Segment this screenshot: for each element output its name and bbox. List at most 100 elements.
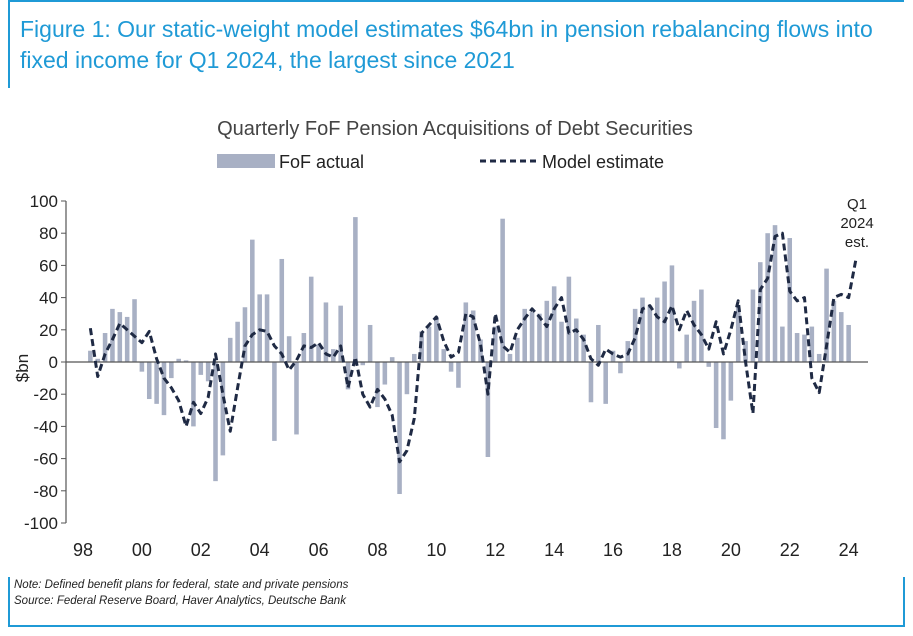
bar [750,289,756,362]
x-tick-label: 06 [309,540,329,560]
bar [765,233,770,362]
chart-title: Quarterly FoF Pension Acquisitions of De… [217,118,693,140]
bar [213,362,218,482]
bar [375,362,380,408]
bar [559,321,564,362]
notes-box: Note: Defined benefit plans for federal,… [8,577,904,627]
bar [507,353,513,362]
x-tick-label: 18 [662,540,682,560]
y-tick-label: 40 [39,289,58,308]
bar [95,358,100,362]
bar [824,268,829,362]
bar [338,305,343,362]
legend: FoF actual Model estimate [217,152,664,172]
bar [257,294,262,362]
figure-title-box: Figure 1: Our static-weight model estima… [8,0,904,88]
x-tick-label: 08 [367,540,387,560]
bar [169,362,174,379]
bar [699,289,704,362]
bar [515,337,520,362]
bar [191,362,196,427]
bar [735,307,741,362]
bar [272,362,277,441]
bar [596,324,601,362]
bar [492,326,498,362]
x-tick-label: 20 [721,540,741,560]
note-text: Note: Defined benefit plans for federal,… [14,579,349,591]
y-tick-label: -60 [33,450,58,469]
bar [397,362,402,495]
bar [441,349,447,362]
source-text: Source: Federal Reserve Board, Haver Ana… [14,595,346,607]
bar [146,362,152,400]
y-tick-label: 60 [39,256,58,275]
y-tick-label: -40 [33,417,58,436]
bar [88,350,93,362]
bar [316,344,321,362]
legend-bar-swatch [217,154,275,168]
bar [470,310,476,362]
bar [308,276,314,362]
bar [684,334,689,362]
q1-2024-annotation: Q1 2024 est. [840,196,873,251]
bar [816,353,822,362]
y-tick-label: -100 [24,514,58,533]
bar [522,308,527,362]
bar-series [88,217,851,495]
bar [794,333,800,362]
bar [566,276,572,362]
bar [838,312,844,362]
x-tick-label: 98 [73,540,93,560]
model-estimate-line [88,231,858,464]
bar [264,294,270,362]
bar [485,362,491,457]
bar [809,326,815,362]
x-ticks: 98 00 02 04 06 08 10 12 14 16 18 20 22 24 [73,540,859,560]
bar [581,334,586,362]
bar [323,302,329,362]
bar [367,324,373,362]
x-tick-label: 22 [780,540,800,560]
bar [220,362,226,456]
bar [250,239,255,362]
bar [110,308,115,362]
bar [721,362,726,440]
x-tick-label: 02 [191,540,211,560]
bar [456,362,461,388]
bar [691,300,697,362]
bar [713,362,719,429]
notes-right-rule [903,577,905,627]
bar [640,297,645,362]
bar [588,362,594,403]
bar [227,337,233,362]
bar [573,318,579,362]
bar [544,300,550,362]
bar [434,316,439,362]
x-tick-label: 04 [250,540,270,560]
bar [677,362,682,369]
axes [65,201,868,523]
bar [205,362,211,382]
bar [154,362,159,404]
bar [139,362,145,372]
figure-title: Figure 1: Our static-weight model estima… [20,16,873,73]
bar [780,326,785,362]
bar [846,324,851,362]
bar [389,357,395,362]
bar [412,353,417,362]
bar [360,362,366,366]
bar [279,258,285,362]
bar [286,336,292,362]
y-tick-label: -80 [33,482,58,501]
bar [728,362,734,401]
y-tick-label: 20 [39,321,58,340]
x-tick-label: 14 [544,540,564,560]
x-tick-label: 12 [485,540,505,560]
bar [787,238,793,362]
bar [603,362,608,404]
bar [551,286,557,362]
bar [831,300,837,362]
bar [353,217,358,362]
bar [426,326,432,362]
bar [463,302,469,362]
